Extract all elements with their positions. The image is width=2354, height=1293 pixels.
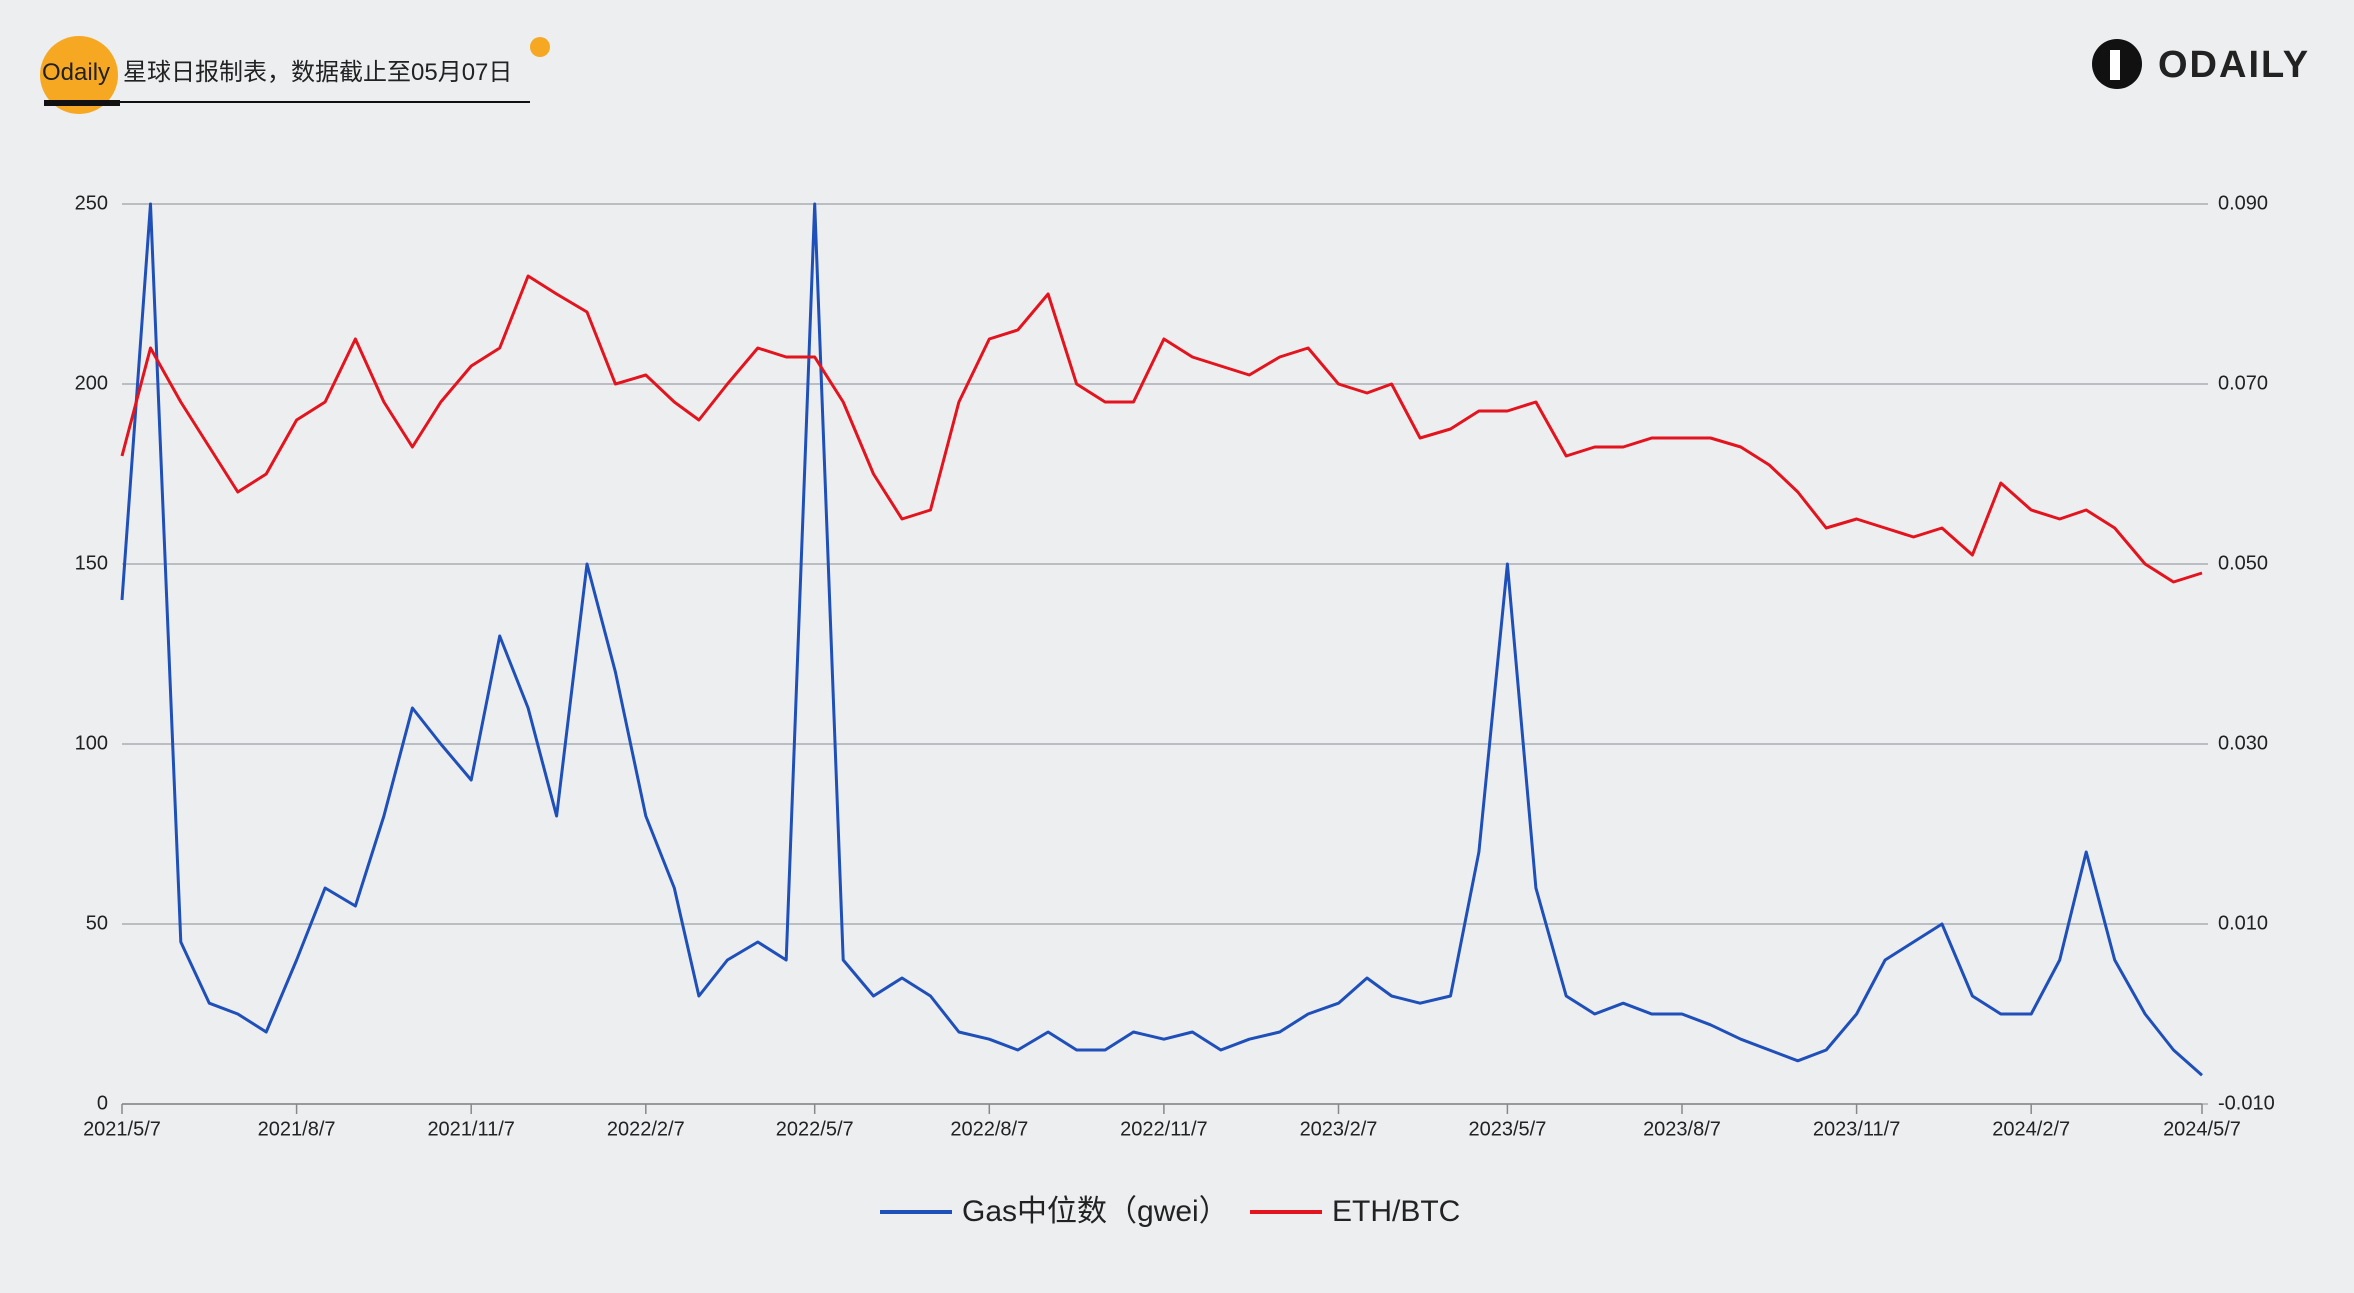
y-tick-label: 50 bbox=[86, 912, 108, 934]
y2-tick-label: 0.090 bbox=[2218, 192, 2268, 214]
x-tick-label: 2022/5/7 bbox=[776, 1118, 854, 1140]
source-brand: Odaily bbox=[42, 59, 110, 86]
y2-tick-label: 0.010 bbox=[2218, 912, 2268, 934]
x-tick-label: 2022/8/7 bbox=[950, 1118, 1028, 1140]
y-tick-label: 200 bbox=[75, 372, 108, 394]
y-tick-label: 100 bbox=[75, 732, 108, 754]
y-tick-label: 250 bbox=[75, 192, 108, 214]
x-tick-label: 2021/8/7 bbox=[258, 1118, 336, 1140]
logo-mark-cut bbox=[2110, 50, 2120, 80]
x-tick-label: 2023/2/7 bbox=[1300, 1118, 1378, 1140]
decor-dot bbox=[530, 37, 550, 57]
source-text: 星球日报制表，数据截止至05月07日 bbox=[123, 59, 512, 86]
legend-label: ETH/BTC bbox=[1332, 1195, 1460, 1228]
x-tick-label: 2023/8/7 bbox=[1643, 1118, 1721, 1140]
y2-tick-label: 0.070 bbox=[2218, 372, 2268, 394]
series-line bbox=[120, 274, 2203, 584]
series-line bbox=[120, 202, 2203, 1077]
legend-label: Gas中位数（gwei） bbox=[962, 1195, 1229, 1228]
x-tick-label: 2023/5/7 bbox=[1468, 1118, 1546, 1140]
x-tick-label: 2024/5/7 bbox=[2163, 1118, 2241, 1140]
x-tick-label: 2022/11/7 bbox=[1120, 1118, 1208, 1140]
y-tick-label: 0 bbox=[97, 1092, 108, 1114]
y2-tick-label: -0.010 bbox=[2218, 1092, 2275, 1114]
logo-text: ODAILY bbox=[2158, 44, 2310, 86]
y2-tick-label: 0.030 bbox=[2218, 732, 2268, 754]
x-tick-label: 2024/2/7 bbox=[1992, 1118, 2070, 1140]
x-tick-label: 2021/11/7 bbox=[427, 1118, 515, 1140]
x-tick-label: 2021/5/7 bbox=[83, 1118, 161, 1140]
x-tick-label: 2023/11/7 bbox=[1813, 1118, 1901, 1140]
y2-tick-label: 0.050 bbox=[2218, 552, 2268, 574]
y-tick-label: 150 bbox=[75, 552, 108, 574]
brand-highlight bbox=[40, 36, 118, 114]
underline bbox=[44, 100, 120, 106]
x-tick-label: 2022/2/7 bbox=[607, 1118, 685, 1140]
